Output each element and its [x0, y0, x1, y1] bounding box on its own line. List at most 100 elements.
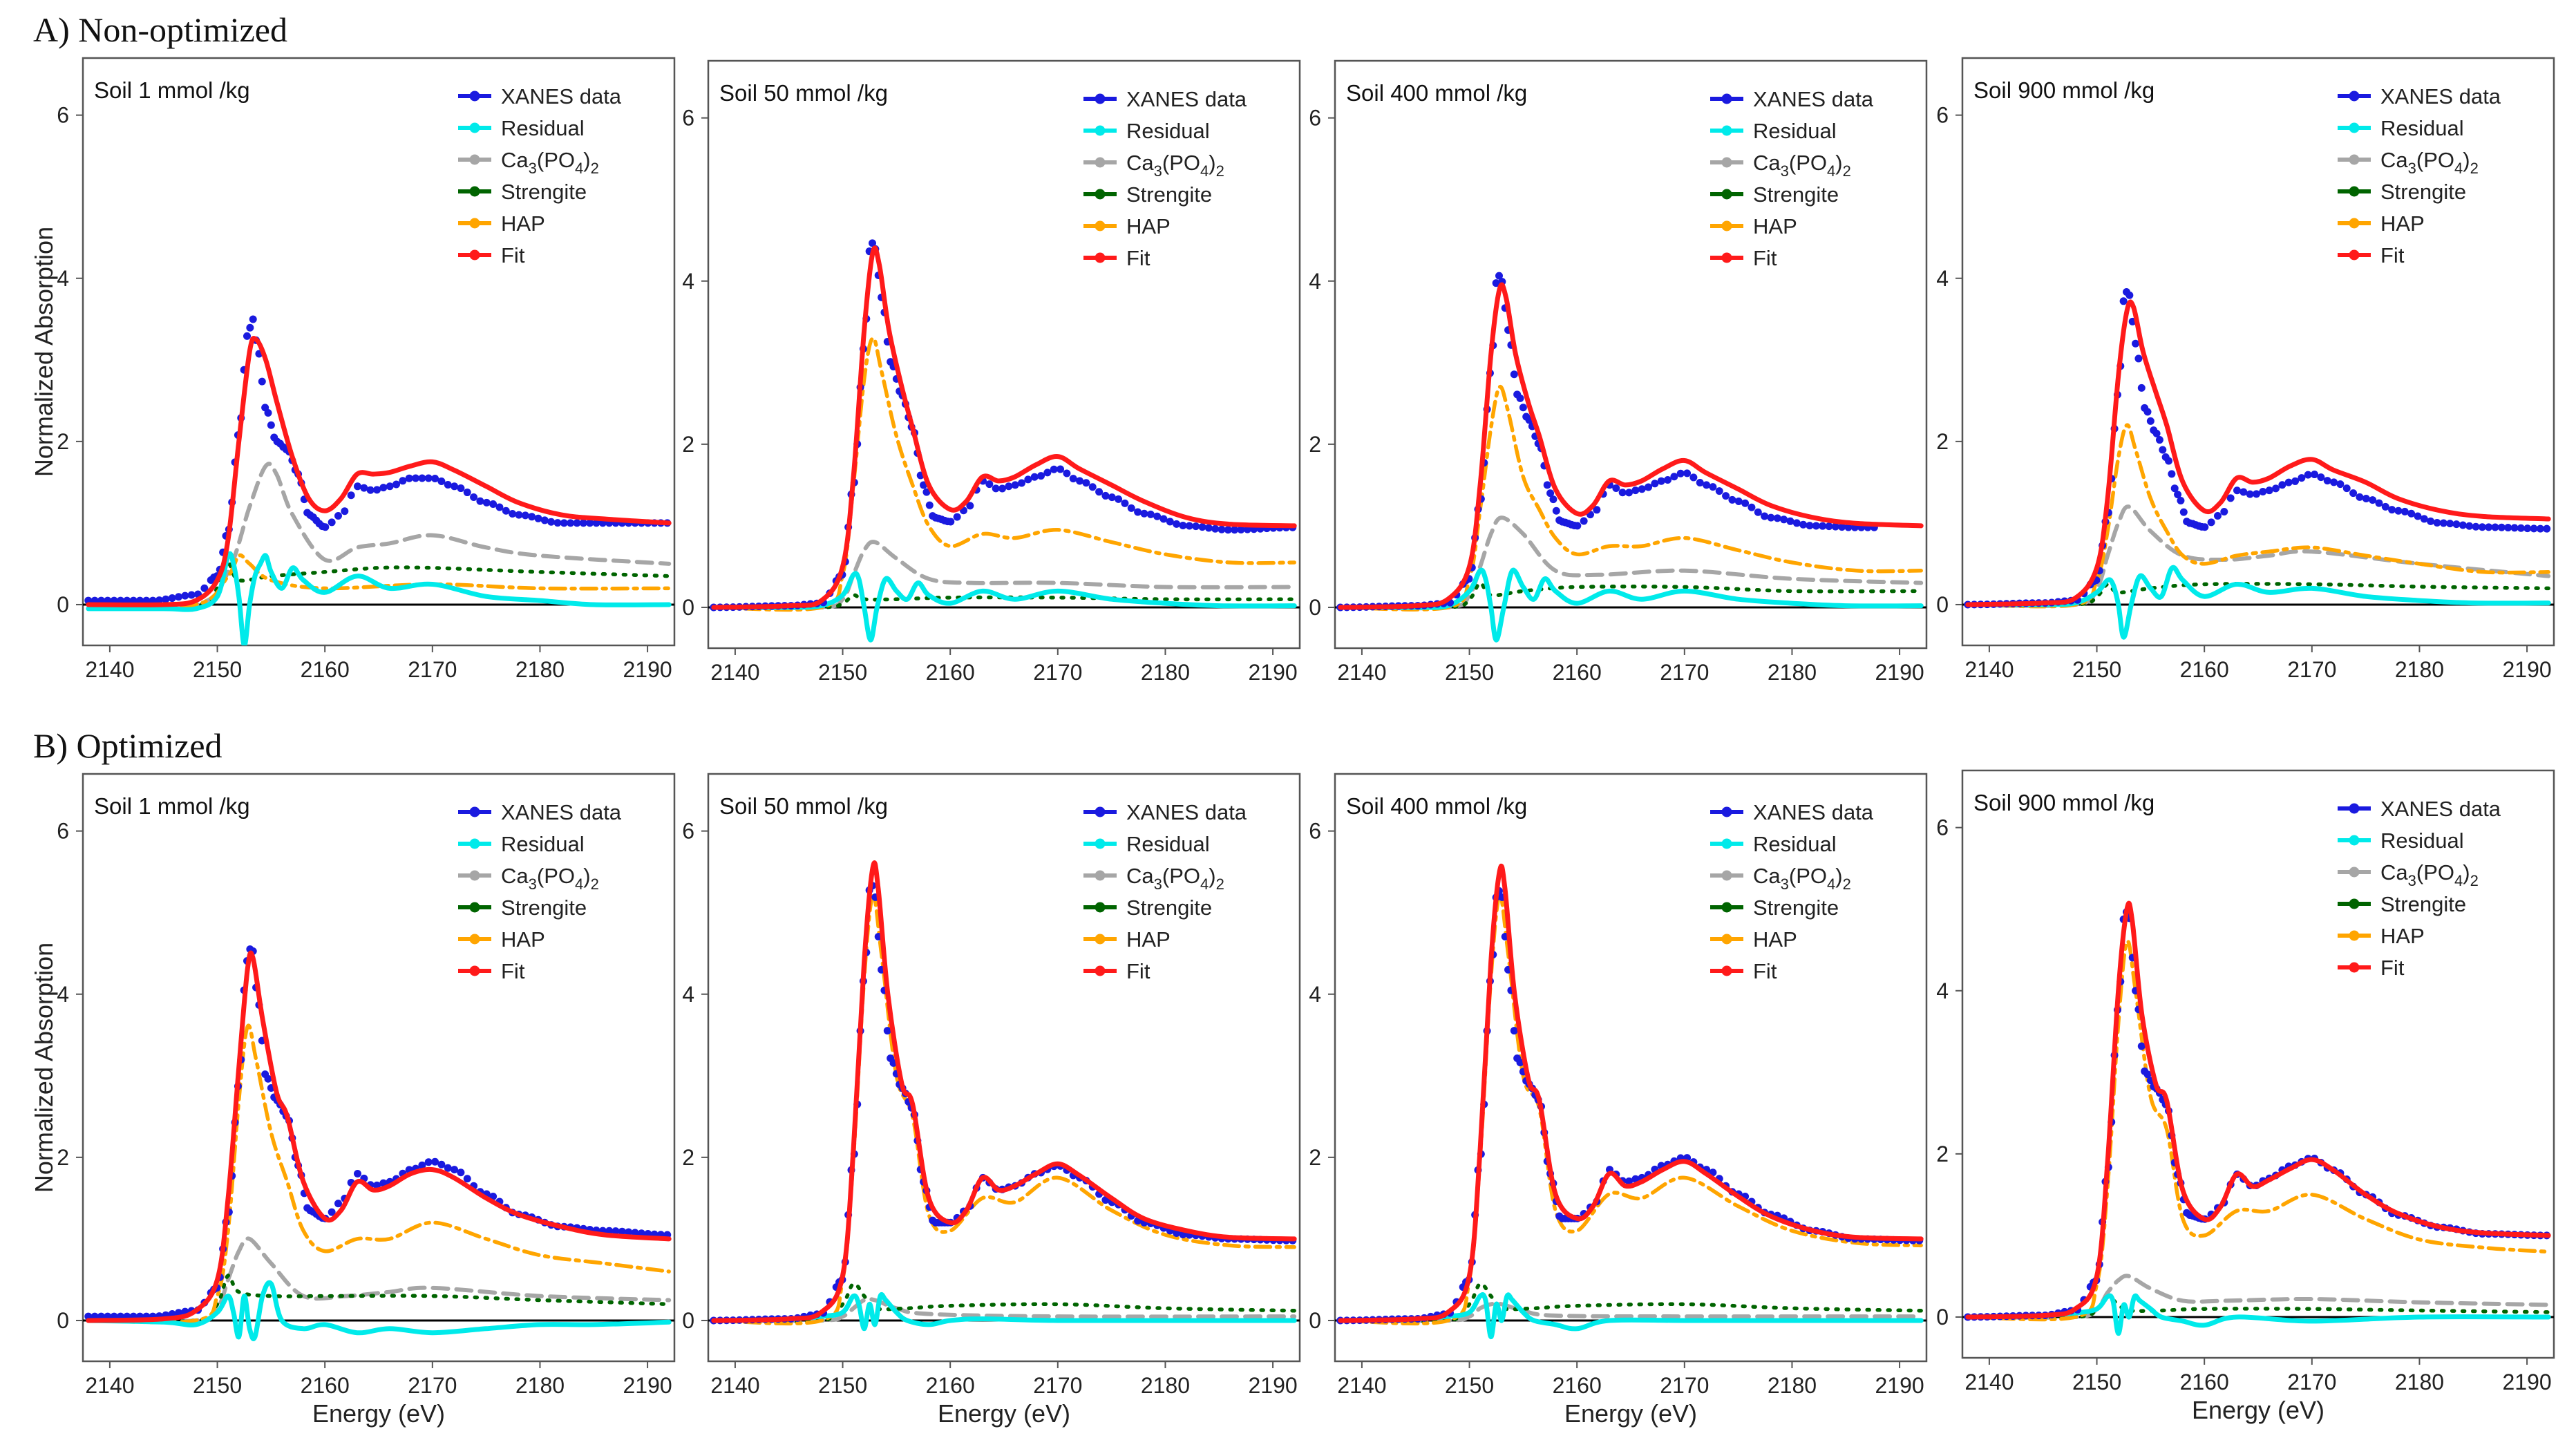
xanes-data-point — [1552, 507, 1560, 515]
xanes-data-point — [567, 519, 575, 527]
legend-swatch-marker — [469, 934, 480, 945]
xanes-data-point — [1773, 514, 1781, 522]
series-residual-line — [1965, 1293, 2551, 1336]
legend-item-ca: Ca3(PO4)2 — [1710, 151, 1851, 180]
y-tick-label: 6 — [57, 103, 69, 128]
xanes-data-point — [1510, 1027, 1518, 1035]
series-residual-line — [86, 1280, 672, 1341]
xanes-data-point — [187, 591, 196, 599]
xanes-data-point — [175, 1309, 183, 1317]
xanes-data-point — [1173, 520, 1181, 528]
xanes-data-point — [528, 513, 536, 521]
x-tick-label: 2190 — [1875, 1373, 1924, 1398]
xanes-data-point — [1664, 476, 1672, 484]
series-fit-line — [1965, 299, 2551, 607]
legend-label: Residual — [1753, 119, 1837, 143]
legend-item-xanes: XANES data — [1710, 87, 1874, 111]
xanes-data-point — [2465, 522, 2474, 530]
legend-item-hap: HAP — [1710, 214, 1797, 238]
x-tick-label: 2180 — [2395, 657, 2444, 682]
xanes-data-point — [334, 1200, 342, 1208]
plot-area — [710, 860, 1297, 1332]
legend-label: XANES data — [1753, 800, 1874, 824]
legend: XANES data Residual Ca3(PO4)2 Strengite HAP F… — [458, 800, 622, 983]
xanes-data-point — [998, 484, 1007, 493]
x-tick-label: 2180 — [1768, 1373, 1817, 1398]
legend: XANES data Residual Ca3(PO4)2 Strengite HAP F… — [1710, 800, 1874, 983]
legend-item-strengite: Strengite — [1083, 182, 1212, 207]
legend-swatch-marker — [1095, 189, 1106, 200]
xanes-data-point — [2381, 502, 2389, 511]
legend-label: Ca3(PO4)2 — [501, 864, 599, 893]
series-ca3-po4-2-line — [711, 1297, 1297, 1323]
xanes-data-point — [953, 513, 961, 521]
xanes-data-point — [243, 332, 252, 340]
xanes-data-point — [1492, 279, 1500, 287]
legend-item-strengite: Strengite — [2338, 892, 2466, 916]
series-hap-line — [86, 1023, 671, 1325]
xanes-data-point — [2330, 478, 2338, 486]
x-tick-label: 2190 — [2502, 657, 2551, 682]
y-tick-label: 0 — [682, 595, 694, 620]
plot-frame — [82, 773, 676, 1363]
legend-label: HAP — [1753, 214, 1797, 238]
y-tick-label: 6 — [682, 106, 694, 131]
series-fit-line — [711, 860, 1297, 1323]
xanes-data-point — [1011, 481, 1019, 489]
series-fit-line — [1338, 282, 1924, 610]
xanes-data-point — [502, 507, 510, 515]
panel-title: Soil 900 mmol /kg — [1973, 790, 2154, 815]
panel-2: 2140 2150 2160 2170 2180 2190 0 2 4 6 Soil 50 mmol… — [682, 59, 1301, 685]
series-strengite-line — [1966, 582, 2550, 607]
legend-swatch-marker — [2349, 91, 2360, 102]
xanes-data-point — [2220, 507, 2228, 515]
xanes-data-point — [1683, 469, 1692, 477]
xanes-data-point — [612, 1227, 620, 1236]
legend-swatch-marker — [469, 122, 480, 133]
xanes-data-point — [1095, 488, 1104, 496]
y-tick-label: 4 — [1309, 269, 1321, 294]
xanes-data-point — [1082, 479, 1090, 487]
legend-label: HAP — [1753, 927, 1797, 952]
plot-area — [84, 945, 672, 1341]
x-tick-label: 2180 — [1141, 660, 1190, 685]
xanes-data-point — [1231, 526, 1239, 534]
legend-item-strengite: Strengite — [458, 180, 587, 204]
xanes-data-point — [1516, 394, 1524, 402]
x-tick-label: 2160 — [926, 660, 975, 685]
panel-8: 2140 2150 2160 2170 2180 2190 0 2 4 6 Soil 900 mmo… — [1936, 769, 2555, 1424]
xanes-data-point — [883, 1027, 891, 1035]
xanes-data-point — [2125, 291, 2134, 299]
xanes-data-point — [1510, 370, 1518, 379]
xanes-data-point — [1121, 499, 1129, 507]
series-strengite-line — [1966, 1294, 2550, 1320]
xanes-data-point — [2362, 495, 2370, 503]
xanes-data-point — [379, 484, 388, 492]
plot-area — [1336, 272, 1924, 643]
xanes-data-point — [1159, 515, 1168, 523]
xanes-data-point — [1050, 465, 1058, 473]
x-tick-label: 2150 — [818, 660, 867, 685]
xanes-data-point — [1812, 522, 1820, 530]
y-tick-label: 2 — [1309, 432, 1321, 457]
y-tick-label: 4 — [682, 269, 694, 294]
xanes-data-point — [1825, 522, 1833, 531]
y-tick-label: 2 — [1936, 1142, 1949, 1166]
legend-label: Residual — [501, 116, 585, 140]
xanes-data-point — [1549, 495, 1557, 504]
legend-swatch-marker — [1721, 838, 1732, 849]
legend-label: Strengite — [1126, 896, 1212, 920]
legend-swatch-marker — [469, 902, 480, 913]
x-tick-label: 2160 — [2180, 1370, 2229, 1394]
xanes-data-point — [347, 491, 355, 500]
xanes-data-point — [264, 1075, 272, 1083]
xanes-data-point — [405, 474, 413, 482]
xanes-data-point — [2226, 494, 2235, 502]
x-tick-label: 2160 — [1553, 1373, 1602, 1398]
y-tick-label: 4 — [57, 982, 69, 1007]
legend-item-hap: HAP — [1710, 927, 1797, 952]
x-tick-label: 2170 — [408, 657, 457, 682]
xanes-data-point — [2119, 297, 2128, 305]
xanes-data-point — [1166, 518, 1174, 526]
